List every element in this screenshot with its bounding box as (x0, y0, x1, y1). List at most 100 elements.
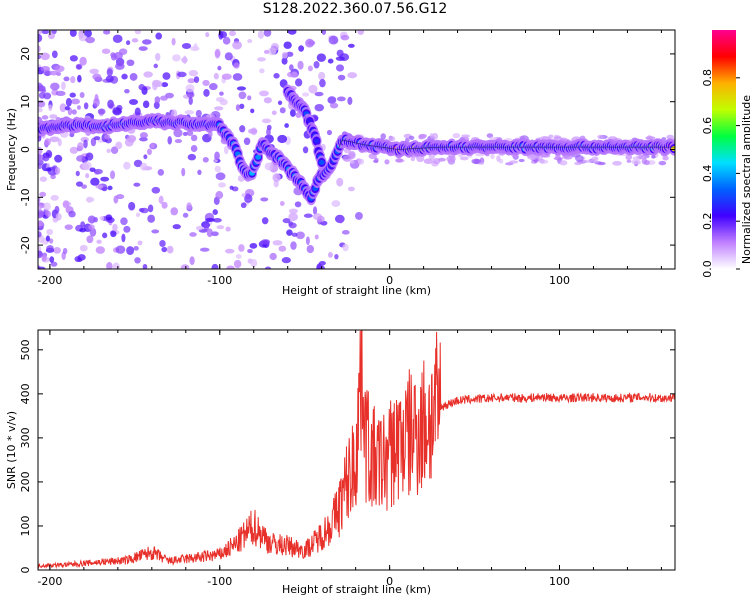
spectrogram-noise-blob (275, 174, 281, 179)
spectrogram-noise-blob (202, 79, 210, 86)
spectrogram-noise-blob (43, 92, 52, 100)
colorbar-ticks: 0.0 0.2 0.4 0.6 0.8 (701, 69, 740, 278)
spectrogram-noise-blob (250, 108, 255, 114)
spectrogram-noise-blob (39, 191, 47, 197)
spectrogram-noise-blob (548, 134, 554, 139)
spectrogram-noise-blob (233, 62, 240, 69)
spectrogram-noise-blob (133, 159, 143, 168)
spectrogram-noise-blob (76, 105, 81, 110)
spectrogram-noise-blob (38, 250, 43, 259)
spectrogram-noise-blob (186, 202, 192, 210)
spectrogram-noise-blob (527, 154, 538, 161)
spectrogram-noise-blob (262, 118, 271, 123)
spectrogram-noise-blob (88, 224, 95, 230)
spectrogram-noise-blob (248, 128, 258, 134)
spectrogram-noise-blob (641, 157, 648, 165)
snr-x-tick-label: -200 (37, 575, 62, 588)
spectrogram-noise-blob (347, 43, 355, 48)
spectrogram-noise-blob (110, 52, 116, 58)
spectrogram-noise-blob (395, 158, 404, 163)
spectrogram-noise-blob (62, 247, 68, 255)
snr-y-tick-label: 200 (19, 471, 32, 492)
spectrogram-noise-blob (95, 184, 104, 189)
spectrogram-noise-blob (218, 182, 226, 188)
spectrogram-noise-blob (180, 264, 190, 269)
spectrogram-noise-blob (103, 30, 111, 35)
spectrogram-noise-blob (625, 154, 633, 161)
spectrogram-noise-blob (126, 59, 135, 67)
figure-title: S128.2022.360.07.56.G12 (262, 1, 448, 17)
spectrogram-noise-blob (203, 88, 210, 97)
spectrogram-noise-blob (172, 224, 181, 230)
spectrogram-noise-blob (96, 239, 102, 244)
spectrogram-noise-blob (225, 226, 231, 232)
spectrogram-noise-blob (338, 216, 344, 224)
spectrogram-noise-blob (49, 256, 55, 263)
spectrogram-noise-blob (241, 193, 247, 198)
spectrogram-noise-blob (115, 245, 126, 254)
spectrogram-noise-blob (137, 240, 143, 246)
spectrogram-noise-blob (247, 95, 252, 101)
spectrogram-noise-blob (418, 134, 426, 140)
spectrogram-noise-blob (166, 245, 174, 254)
spectrogram-noise-blob (282, 218, 291, 224)
spectrogram-noise-blob (176, 71, 187, 78)
spectrogram-noise-blob (147, 214, 156, 223)
spectrogram-noise-blob (107, 185, 113, 191)
spectrogram-noise-blob (288, 222, 297, 229)
spectrogram-noise-blob (45, 210, 51, 218)
spectrogram-x-axis-label: Height of straight line (km) (282, 284, 431, 297)
spectrogram-noise-blob (38, 33, 43, 43)
spectrogram-noise-blob (307, 65, 313, 72)
spectrogram-noise-blob (171, 37, 176, 46)
spectrogram-noise-blob (161, 246, 168, 253)
spectrogram-ridge-core (313, 138, 320, 144)
spectrogram-noise-blob (77, 257, 83, 263)
spectrogram-noise-blob (49, 136, 60, 143)
spectrogram-noise-blob (50, 194, 59, 201)
spectrogram-noise-blob (264, 162, 274, 171)
spectrogram-noise-blob (77, 142, 84, 151)
spectrogram-noise-blob (138, 46, 148, 51)
spectrogram-noise-blob (150, 142, 155, 149)
spectrogram-noise-blob (120, 217, 128, 226)
spectrogram-noise-blob (112, 107, 122, 116)
spectrogram-ridge-core (255, 154, 262, 160)
spectrogram-noise-blob (45, 167, 52, 172)
spectrogram-noise-blob (235, 254, 242, 259)
spectrogram-noise-blob (562, 154, 573, 160)
spectrogram-noise-blob (79, 56, 87, 66)
spectrogram-noise-blob (133, 246, 139, 251)
spectrogram-noise-blob (269, 252, 277, 261)
spectrogram-y-ticks: -20 -10 0 10 20 (19, 47, 675, 254)
spectrogram-noise-blob (302, 146, 309, 154)
spectrogram-noise-blob (54, 167, 61, 175)
spectrogram-noise-blob (129, 73, 138, 81)
spectrogram-noise-blob (135, 212, 141, 218)
spectrogram-noise-blob (153, 63, 158, 69)
colorbar-gradient (712, 30, 736, 269)
spectrogram-noise-blob (140, 162, 148, 171)
colorbar: 0.0 0.2 0.4 0.6 0.8 Normalized spectral ampl… (701, 30, 750, 278)
spectrogram-noise-blob (316, 215, 325, 223)
spectrogram-noise-blob (316, 53, 327, 62)
spectrogram-noise-blob (93, 136, 101, 141)
spectrogram-noise-blob (212, 209, 218, 216)
spectrogram-noise-blob (347, 186, 355, 192)
spectrogram-noise-blob (327, 251, 333, 258)
spectrogram-noise-blob (93, 168, 103, 175)
spectrogram-noise-blob (41, 115, 49, 120)
spectrogram-noise-blob (232, 73, 243, 81)
spectrogram-noise-blob (95, 246, 105, 254)
spectrogram-noise-blob (335, 64, 345, 72)
spectrogram-noise-blob (101, 48, 111, 54)
spectrogram-noise-blob (167, 136, 173, 145)
spectrogram-noise-blob (87, 215, 96, 224)
spectrogram-noise-blob (142, 263, 148, 269)
spectrogram-noise-blob (638, 153, 644, 160)
spectrogram-noise-blob (215, 97, 225, 103)
spectrogram-noise-blob (286, 229, 293, 236)
spectrogram-noise-blob (70, 75, 76, 84)
spectrogram-noise-blob (195, 109, 202, 118)
spectrogram-noise-blob (152, 81, 158, 91)
